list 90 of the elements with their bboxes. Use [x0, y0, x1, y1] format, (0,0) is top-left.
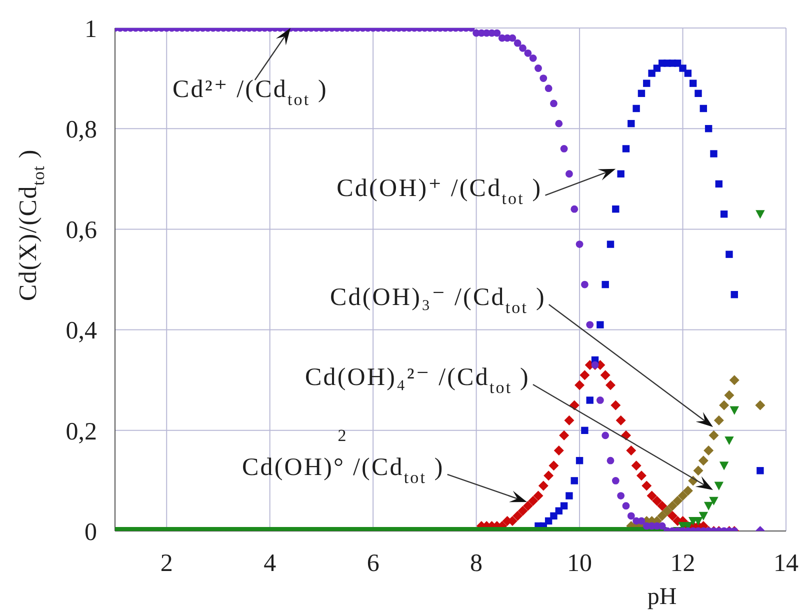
point — [693, 466, 704, 476]
point — [714, 415, 724, 426]
point — [643, 80, 650, 87]
y-tick-label: 0,4 — [66, 318, 98, 345]
x-tick-label: 14 — [774, 550, 799, 577]
annotation: Cd(OH)° /(Cd$_{tot}$ ) — [242, 454, 444, 487]
y-tick-label: 0,8 — [66, 116, 97, 144]
point — [538, 480, 548, 491]
point — [679, 64, 686, 72]
point — [617, 170, 624, 178]
point — [719, 400, 730, 410]
point — [612, 205, 620, 213]
point — [602, 280, 609, 288]
point — [554, 446, 564, 456]
point — [636, 470, 646, 481]
annotation: 2 — [338, 426, 346, 445]
point — [544, 470, 554, 481]
point — [580, 370, 590, 380]
annotation: Cd²⁺ /(Cd$_{tot}$ ) — [172, 76, 328, 109]
point — [616, 415, 626, 426]
point — [710, 150, 718, 158]
y-tick-label: 0,2 — [66, 418, 97, 446]
point — [610, 400, 621, 410]
point — [684, 70, 692, 77]
point — [652, 496, 662, 506]
point — [698, 456, 708, 466]
point — [581, 426, 588, 434]
point — [726, 250, 733, 258]
point — [550, 512, 558, 520]
point — [682, 486, 693, 496]
x-tick-label: 10 — [567, 550, 592, 577]
point — [720, 210, 728, 218]
point — [622, 145, 630, 152]
point — [576, 456, 584, 464]
x-axis-title: pH — [647, 584, 677, 610]
point — [522, 500, 533, 511]
point — [632, 104, 640, 112]
annotation: Cd(OH)₃⁻ /(Cd$_{tot}$ ) — [330, 284, 546, 317]
point — [667, 510, 678, 521]
point — [638, 90, 646, 97]
point — [667, 500, 678, 511]
y-tick-label: 0,6 — [66, 217, 97, 244]
point — [657, 510, 668, 521]
point — [596, 321, 604, 328]
point — [559, 430, 570, 440]
x-tick-label: 8 — [470, 550, 483, 577]
point — [755, 400, 766, 410]
point — [560, 502, 568, 510]
point — [653, 64, 661, 72]
point — [528, 496, 538, 506]
x-tick-label: 4 — [264, 550, 277, 577]
point — [678, 490, 688, 501]
point — [646, 490, 657, 501]
point — [648, 70, 656, 77]
point — [672, 496, 683, 506]
point — [574, 380, 585, 390]
point — [694, 90, 702, 97]
point — [566, 492, 573, 500]
point — [548, 460, 559, 471]
point — [606, 240, 614, 248]
point — [756, 467, 764, 474]
point — [606, 380, 616, 390]
point — [586, 396, 594, 404]
point — [631, 460, 642, 471]
point — [730, 290, 738, 298]
point — [533, 490, 544, 501]
x-tick-label: 6 — [366, 550, 380, 577]
point — [657, 500, 668, 511]
annotation: Cd(OH)₄²⁻ /(Cd$_{tot}$ ) — [305, 364, 530, 397]
point — [729, 375, 740, 386]
point — [628, 120, 635, 128]
point — [715, 180, 722, 188]
point — [512, 510, 523, 521]
x-tick-label: 12 — [670, 550, 696, 577]
point — [708, 430, 719, 440]
y-tick-label: 0 — [84, 518, 97, 546]
point — [518, 506, 528, 516]
point — [564, 415, 574, 426]
point — [704, 446, 714, 456]
point — [704, 125, 712, 132]
point — [642, 480, 652, 491]
x-tick-label: 2 — [160, 550, 173, 577]
point — [626, 446, 636, 456]
y-tick-label: 1 — [84, 16, 97, 43]
point — [700, 104, 708, 112]
point — [570, 477, 578, 484]
annotation: Cd(OH)⁺ /(Cd$_{tot}$ ) — [336, 174, 542, 208]
point — [724, 390, 734, 400]
point — [600, 370, 610, 380]
point — [689, 80, 697, 87]
